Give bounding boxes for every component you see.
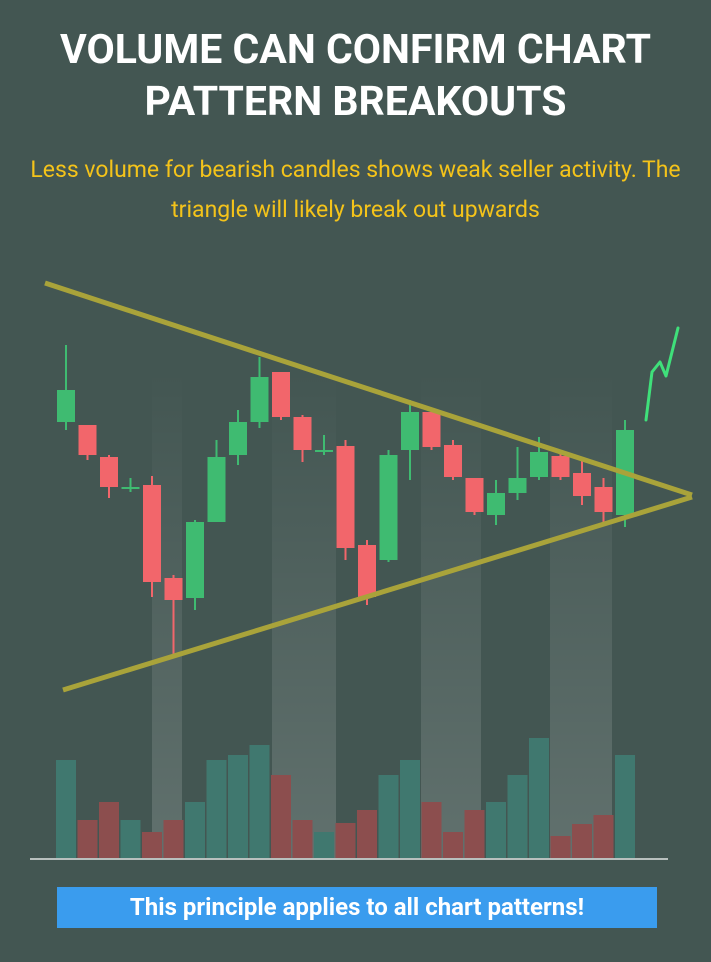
volume-bar: [77, 820, 98, 858]
volume-bar: [249, 745, 270, 858]
volume-bar: [292, 820, 313, 858]
candle-body: [57, 390, 75, 422]
candle-body: [422, 412, 441, 447]
breakout-arrow: [644, 326, 680, 422]
volume-bar: [615, 755, 635, 858]
candle-body: [315, 450, 333, 452]
volume-bar: [142, 832, 162, 858]
marks: [56, 345, 635, 858]
candle-body: [358, 545, 376, 597]
volume-bar: [120, 820, 141, 858]
volume-bar: [185, 802, 205, 858]
candle-body: [465, 478, 484, 512]
volume-bar: [335, 823, 356, 858]
subtitle: Less volume for bearish candles shows we…: [30, 156, 681, 223]
candle-body: [551, 456, 570, 477]
candle-body: [250, 377, 269, 422]
volume-bar: [529, 738, 549, 858]
volume-bar: [206, 760, 227, 858]
volume-bar: [572, 824, 592, 858]
candle-body: [444, 445, 462, 477]
volume-bar: [486, 802, 506, 858]
chart: [30, 280, 693, 860]
volume-bar: [593, 815, 614, 858]
highlight-band: [152, 370, 182, 858]
candle-body: [573, 473, 591, 496]
volume-bar: [443, 832, 463, 858]
candle-body: [336, 446, 355, 548]
candle-body: [229, 422, 247, 455]
volume-bar: [421, 802, 442, 858]
volume-bar: [357, 810, 377, 858]
candle-body: [508, 478, 527, 493]
volume-bar: [271, 775, 291, 858]
volume-bar: [56, 760, 76, 858]
candle-body: [379, 455, 398, 560]
candle-body: [164, 578, 183, 600]
volume-bar: [314, 832, 334, 858]
volume-bar: [163, 820, 184, 858]
volume-bar: [507, 775, 528, 858]
title: VOLUME CAN CONFIRM CHART PATTERN BREAKOU…: [60, 26, 651, 126]
volume-bar: [464, 810, 485, 858]
note-banner: This principle applies to all chart patt…: [57, 887, 657, 928]
volume-bar: [228, 755, 248, 858]
candle-body: [401, 412, 419, 450]
candle-body: [143, 485, 161, 582]
candle-body: [594, 487, 613, 512]
candle-body: [186, 522, 204, 598]
candle-body: [487, 493, 505, 515]
support-line: [62, 494, 693, 693]
candle-body: [530, 452, 548, 477]
resistance-line: [44, 280, 693, 498]
candle-body: [78, 425, 97, 455]
highlight-band: [550, 370, 612, 858]
candle-body: [207, 457, 226, 522]
volume-bar: [400, 760, 420, 858]
volume-bar: [378, 775, 399, 858]
candle-body: [121, 487, 140, 489]
volume-bar: [99, 802, 119, 858]
candle-body: [100, 457, 118, 487]
volume-bar: [550, 836, 571, 858]
candle-body: [272, 372, 290, 417]
candle-body: [293, 417, 312, 450]
